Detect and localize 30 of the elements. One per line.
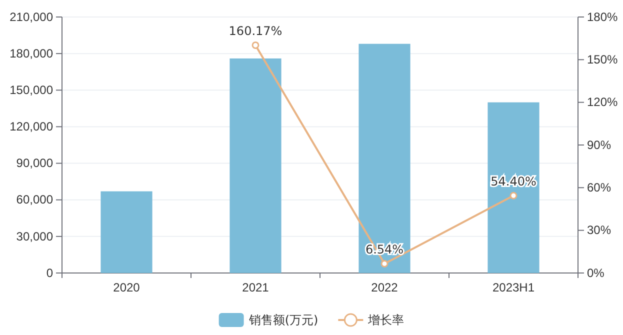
y2-tick-label: 30%: [587, 223, 612, 238]
legend-label: 销售额(万元): [248, 313, 318, 328]
data-label: 160.17%: [228, 24, 282, 38]
y-tick-label: 90,000: [16, 156, 54, 170]
y-tick-label: 210,000: [10, 10, 54, 24]
data-label: 54.40%: [490, 174, 536, 189]
bar: [230, 58, 282, 273]
point: [380, 260, 388, 268]
bar: [100, 191, 152, 273]
bar: [358, 44, 410, 273]
x-tick-label: 2021: [242, 280, 270, 295]
y-tick-label: 150,000: [10, 82, 54, 97]
point: [252, 41, 260, 49]
y2-tick-label: 90%: [587, 138, 612, 152]
y-tick-label: 30,000: [16, 229, 54, 244]
legend-label: 增长率: [367, 313, 404, 328]
x-tick-label: 2023H1: [492, 280, 535, 295]
y2-tick-label: 180%: [587, 10, 618, 24]
point: [510, 192, 518, 200]
x-tick-label: 2022: [371, 280, 398, 295]
y2-tick-label: 120%: [587, 95, 618, 110]
y2-tick-label: 60%: [587, 180, 612, 195]
bar: [488, 102, 540, 273]
y2-tick-label: 0%: [587, 266, 605, 280]
y-tick-label: 120,000: [10, 120, 54, 134]
y-tick-label: 0: [46, 266, 54, 280]
y-tick-label: 60,000: [16, 192, 54, 207]
x-tick-label: 2020: [113, 280, 140, 295]
y-tick-label: 180,000: [10, 46, 54, 60]
y2-tick-label: 150%: [587, 52, 618, 67]
